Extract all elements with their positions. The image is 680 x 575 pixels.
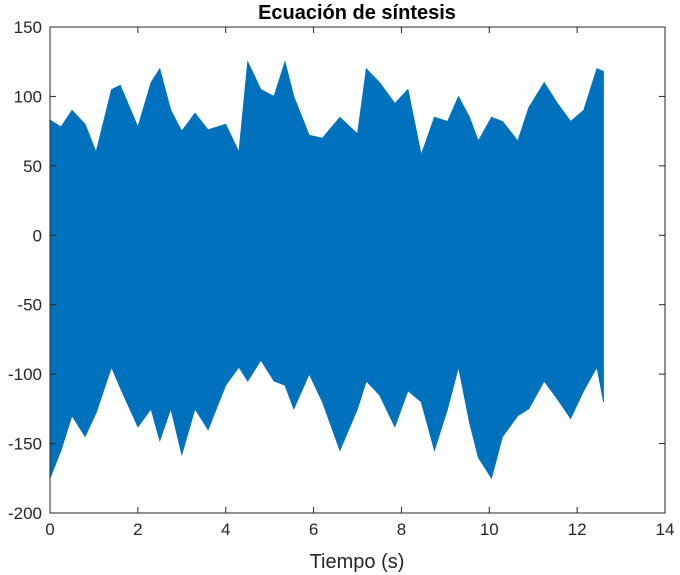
y-tick-label: -100 bbox=[8, 365, 42, 384]
x-tick-label: 12 bbox=[568, 520, 587, 539]
y-tick-label: 0 bbox=[33, 226, 42, 245]
y-tick-label: -50 bbox=[17, 296, 42, 315]
axis-ticks: 0 2 4 6 8 10 12 14 -200 -150 -100 -50 0 50 100 150 bbox=[8, 18, 674, 539]
x-tick-label: 2 bbox=[133, 520, 142, 539]
x-tick-label: 8 bbox=[397, 520, 406, 539]
x-axis-label: Tiempo (s) bbox=[310, 551, 405, 573]
y-tick-label: -200 bbox=[8, 504, 42, 523]
signal-envelope-area bbox=[49, 60, 604, 480]
plot-frame bbox=[49, 26, 666, 514]
chart-title: Ecuación de síntesis bbox=[258, 2, 456, 24]
x-tick-label: 6 bbox=[309, 520, 318, 539]
x-tick-label: 0 bbox=[45, 520, 54, 539]
y-tick-label: 50 bbox=[23, 157, 42, 176]
plot-area bbox=[49, 60, 604, 480]
x-tick-label: 4 bbox=[221, 520, 230, 539]
y-tick-label: 150 bbox=[14, 18, 42, 37]
y-tick-label: 100 bbox=[14, 87, 42, 106]
x-tick-label: 10 bbox=[480, 520, 499, 539]
y-tick-label: -150 bbox=[8, 435, 42, 454]
x-tick-label: 14 bbox=[656, 520, 675, 539]
